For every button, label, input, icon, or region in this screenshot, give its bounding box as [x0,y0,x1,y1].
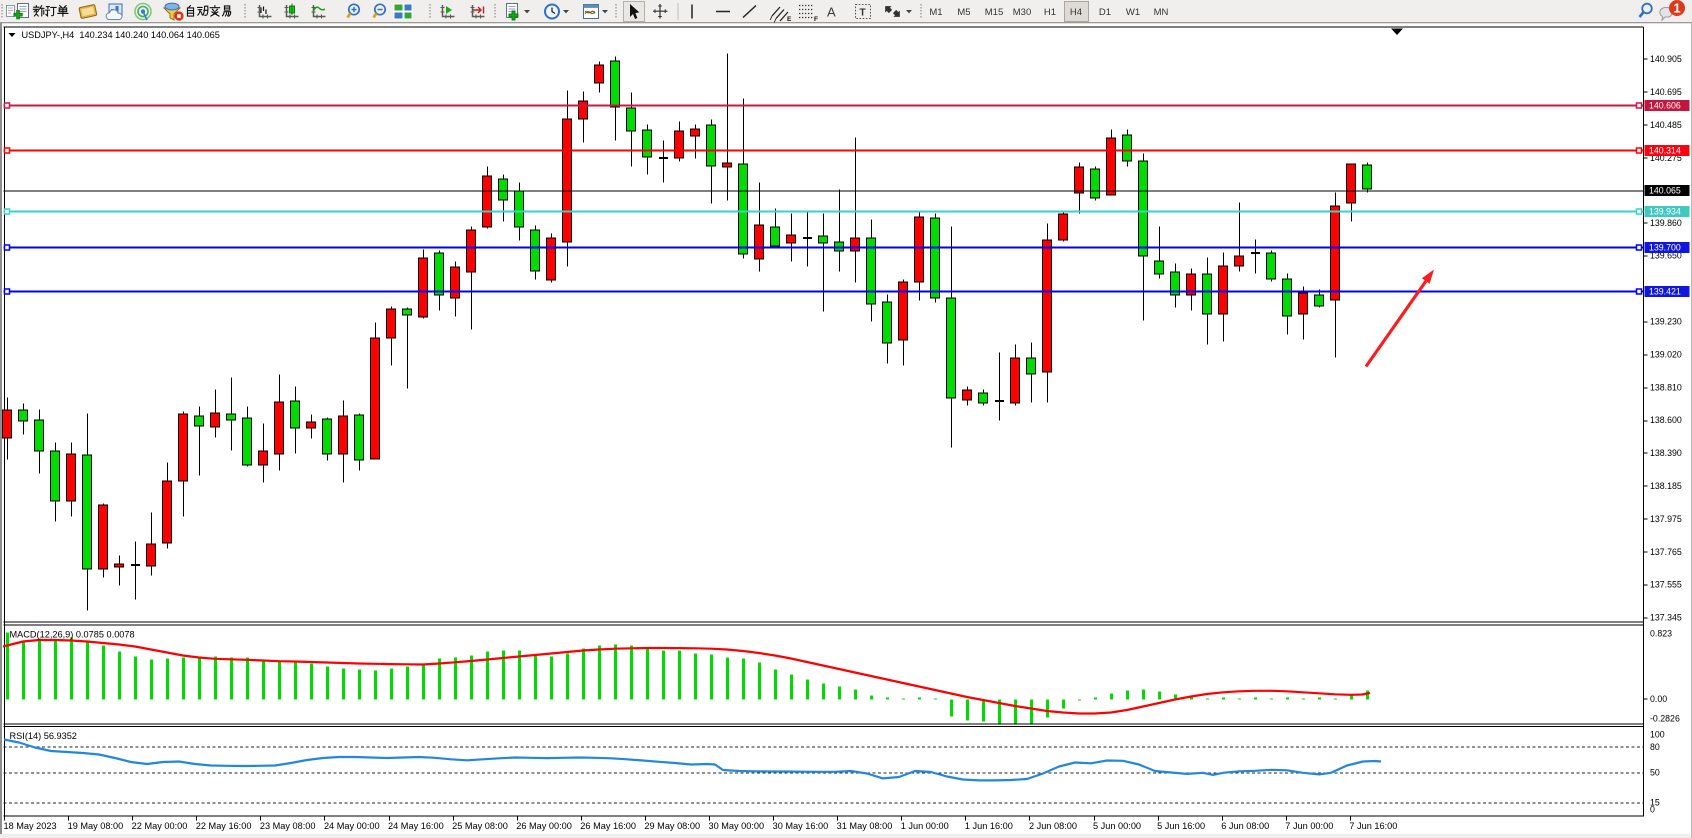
svg-text:15: 15 [1650,797,1660,807]
svg-text:140.695: 140.695 [1650,87,1682,97]
svg-text:139.421: 139.421 [1649,286,1681,296]
svg-text:M1: M1 [929,7,942,18]
svg-text:139.700: 139.700 [1649,242,1681,252]
svg-text:H4: H4 [1070,7,1082,18]
svg-text:24 May 16:00: 24 May 16:00 [388,821,444,831]
svg-text:18 May 2023: 18 May 2023 [4,821,57,831]
svg-text:RSI(14) 56.9352: RSI(14) 56.9352 [10,731,77,741]
svg-text:1 Jun 00:00: 1 Jun 00:00 [901,821,949,831]
svg-text:T: T [860,8,866,19]
svg-text:139.860: 139.860 [1650,217,1682,227]
svg-text:2 Jun 08:00: 2 Jun 08:00 [1029,821,1077,831]
svg-text:19 May 08:00: 19 May 08:00 [68,821,124,831]
svg-text:138.185: 138.185 [1650,481,1682,491]
svg-text:7 Jun 16:00: 7 Jun 16:00 [1349,821,1397,831]
svg-text:100: 100 [1650,729,1665,739]
svg-text:6 Jun 08:00: 6 Jun 08:00 [1221,821,1269,831]
svg-text:1: 1 [1673,1,1680,16]
svg-text:-0.2826: -0.2826 [1650,713,1680,723]
svg-text:W1: W1 [1126,7,1140,18]
svg-text:22 May 16:00: 22 May 16:00 [196,821,252,831]
svg-text:E: E [787,16,792,23]
svg-text:29 May 08:00: 29 May 08:00 [644,821,700,831]
svg-text:137.555: 137.555 [1650,579,1682,589]
svg-text:140.314: 140.314 [1649,145,1681,155]
svg-text:30 May 16:00: 30 May 16:00 [773,821,829,831]
svg-text:140.065: 140.065 [1649,185,1681,195]
svg-text:M5: M5 [957,7,970,18]
svg-text:140.606: 140.606 [1649,100,1681,110]
svg-text:5 Jun 16:00: 5 Jun 16:00 [1157,821,1205,831]
svg-text:25 May 08:00: 25 May 08:00 [452,821,508,831]
svg-text:138.600: 138.600 [1650,415,1682,425]
svg-text:23 May 08:00: 23 May 08:00 [260,821,316,831]
svg-text:22 May 00:00: 22 May 00:00 [132,821,188,831]
svg-text:139.934: 139.934 [1649,206,1681,216]
svg-text:A: A [827,5,836,20]
svg-text:24 May 00:00: 24 May 00:00 [324,821,380,831]
svg-text:26 May 16:00: 26 May 16:00 [580,821,636,831]
svg-text:0.00: 0.00 [1650,694,1667,704]
svg-text:0.823: 0.823 [1650,628,1672,638]
svg-text:30 May 00:00: 30 May 00:00 [708,821,764,831]
svg-text:5 Jun 00:00: 5 Jun 00:00 [1093,821,1141,831]
svg-text:H1: H1 [1044,7,1056,18]
svg-text:MACD(12,26,9) 0.0785 0.0078: MACD(12,26,9) 0.0785 0.0078 [10,629,135,639]
svg-text:M30: M30 [1013,7,1031,18]
svg-text:139.650: 139.650 [1650,250,1682,260]
svg-text:139.020: 139.020 [1650,349,1682,359]
svg-text:140.275: 140.275 [1650,152,1682,162]
svg-text:140.905: 140.905 [1650,54,1682,64]
svg-text:7 Jun 00:00: 7 Jun 00:00 [1285,821,1333,831]
svg-text:138.390: 138.390 [1650,448,1682,458]
svg-text:139.230: 139.230 [1650,316,1682,326]
svg-text:31 May 08:00: 31 May 08:00 [837,821,893,831]
svg-text:0: 0 [1650,804,1655,814]
svg-text:137.975: 137.975 [1650,513,1682,523]
svg-text:137.765: 137.765 [1650,546,1682,556]
svg-text:D1: D1 [1099,7,1111,18]
svg-text:USDJPY-,H4 140.234 140.240 14: USDJPY-,H4 140.234 140.240 140.064 140.0… [22,30,220,40]
svg-text:138.810: 138.810 [1650,382,1682,392]
svg-text:50: 50 [1650,767,1660,777]
svg-text:F: F [814,16,818,23]
svg-text:MN: MN [1154,7,1169,18]
svg-text:140.485: 140.485 [1650,119,1682,129]
svg-text:26 May 00:00: 26 May 00:00 [516,821,572,831]
svg-text:137.345: 137.345 [1650,612,1682,622]
svg-text:1 Jun 16:00: 1 Jun 16:00 [965,821,1013,831]
svg-text:80: 80 [1650,742,1660,752]
svg-text:M15: M15 [985,7,1003,18]
